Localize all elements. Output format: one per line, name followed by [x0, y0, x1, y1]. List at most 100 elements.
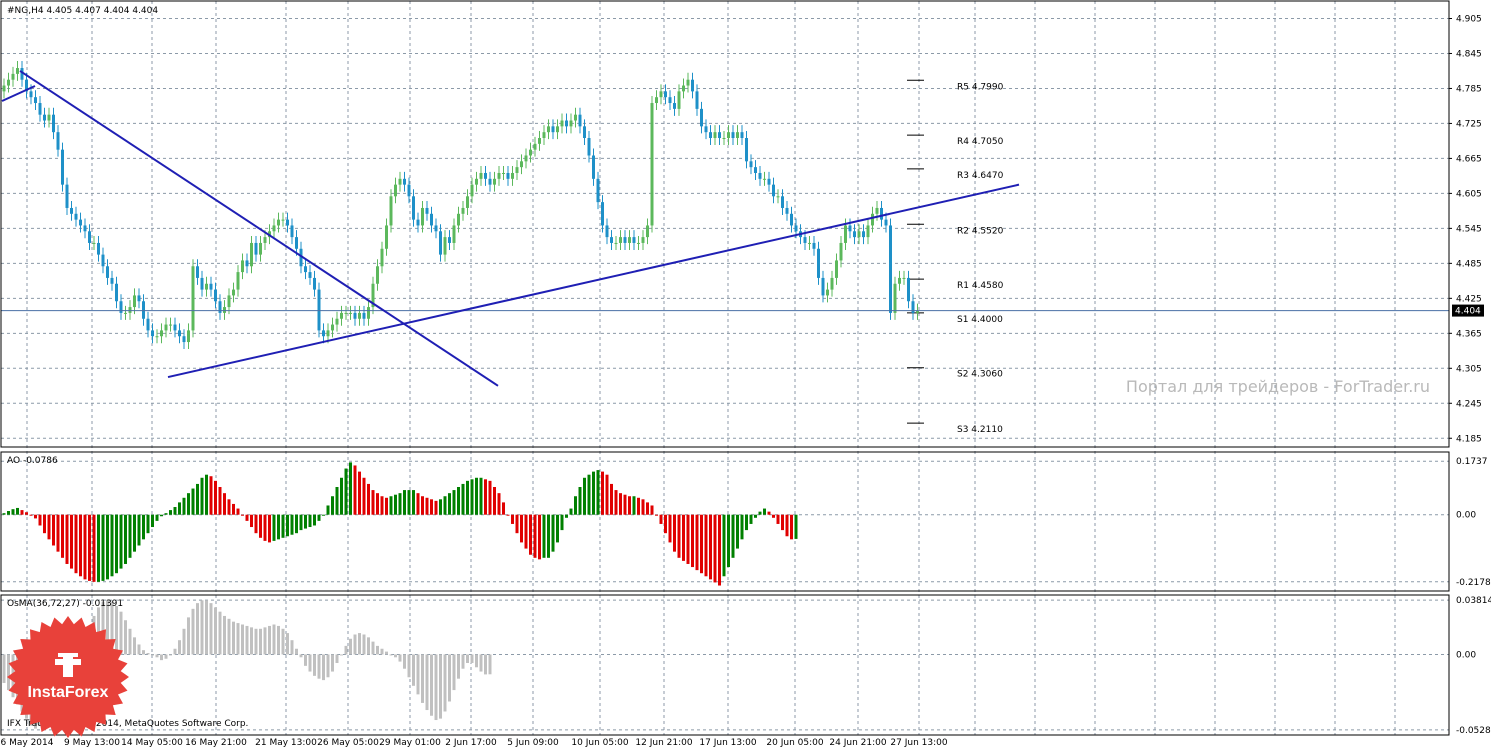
histogram-bar — [349, 462, 352, 515]
histogram-bar — [740, 514, 744, 540]
histogram-bar — [268, 625, 271, 655]
time-tick-label: 26 May 05:00 — [317, 738, 379, 748]
price-tick-label: 4.185 — [1456, 434, 1482, 444]
histogram-bar — [605, 474, 609, 515]
histogram-bar — [596, 470, 600, 515]
panel-frame — [0, 594, 1450, 736]
histogram-bar — [182, 497, 186, 515]
histogram-bar — [691, 514, 694, 568]
histogram-bar — [164, 513, 168, 515]
histogram-bar — [79, 514, 82, 577]
candle-body — [709, 132, 712, 139]
histogram-bar — [214, 480, 217, 515]
histogram-bar — [641, 499, 645, 515]
histogram-bar — [299, 654, 303, 658]
histogram-bar — [92, 514, 96, 582]
histogram-bar — [493, 487, 496, 515]
candle-body — [781, 196, 784, 208]
candle-body — [713, 132, 717, 139]
histogram-bar — [223, 615, 226, 655]
candle-body — [884, 219, 888, 226]
candle-body — [547, 126, 550, 133]
histogram-bar — [317, 654, 321, 679]
histogram-bar — [214, 607, 217, 655]
ao-histogram — [2, 462, 798, 586]
candle-body — [70, 207, 73, 214]
panel-frames — [0, 0, 1450, 736]
histogram-bar — [232, 503, 235, 515]
candle-body — [20, 68, 24, 80]
candle-body — [844, 225, 847, 243]
indicator-tick-label: 0.00 — [1456, 650, 1476, 660]
candle-body — [254, 242, 258, 255]
candle-body — [857, 231, 861, 238]
chart-title: #NG,H4 4.405 4.407 4.404 4.404 — [7, 6, 158, 16]
candle-body — [596, 178, 600, 203]
candle-body — [331, 324, 334, 331]
histogram-bar — [115, 514, 118, 574]
candle-body — [146, 318, 150, 331]
histogram-bar — [196, 483, 199, 515]
histogram-bar — [133, 637, 136, 655]
histogram-bar — [601, 471, 604, 515]
histogram-bar — [160, 654, 163, 661]
candle-body — [916, 310, 919, 313]
histogram-bar — [272, 624, 276, 655]
histogram-bar — [745, 514, 748, 531]
candle-body — [232, 289, 235, 296]
candle-body — [430, 213, 433, 226]
histogram-bar — [47, 514, 51, 540]
candle-body — [380, 248, 384, 267]
histogram-bar — [178, 502, 181, 515]
histogram-bar — [425, 654, 429, 711]
candle-body — [848, 225, 852, 232]
histogram-bar — [236, 623, 240, 655]
histogram-bar — [25, 512, 28, 515]
candle-body — [376, 266, 379, 284]
histogram-bar — [155, 514, 159, 521]
histogram-bar — [362, 477, 366, 515]
histogram-bar — [133, 514, 136, 552]
histogram-bar — [650, 505, 654, 515]
histogram-bar — [326, 505, 330, 515]
time-tick-label: 17 Jun 13:00 — [699, 738, 756, 748]
candle-body — [907, 277, 910, 302]
candle-body — [358, 312, 361, 319]
candle-body — [2, 85, 6, 92]
time-tick-label: 27 Jun 13:00 — [890, 738, 947, 748]
histogram-bar — [412, 490, 415, 515]
histogram-bar — [209, 476, 213, 515]
histogram-bar — [74, 514, 78, 574]
time-tick-label: 20 Jun 05:00 — [766, 738, 823, 748]
histogram-bar — [439, 654, 442, 719]
watermark-text: Портал для трейдеров - ForTrader.ru — [1126, 377, 1430, 396]
histogram-bar — [790, 514, 793, 540]
histogram-bar — [290, 514, 294, 535]
histogram-bar — [209, 603, 213, 655]
candle-body — [191, 266, 195, 331]
current-price-box — [1452, 304, 1484, 317]
candle-body — [29, 91, 33, 98]
histogram-bar — [115, 605, 118, 655]
candle-body — [223, 307, 226, 313]
histogram-bar — [178, 640, 181, 655]
histogram-bar — [344, 645, 348, 655]
candle-body — [200, 277, 204, 290]
candle-body — [506, 172, 510, 179]
candle-body — [592, 155, 595, 179]
histogram-bar — [263, 627, 267, 655]
candle-body — [83, 225, 87, 232]
histogram-bar — [7, 511, 10, 515]
indicator-tick-label: -0.05287 — [1456, 726, 1491, 736]
histogram-bar — [128, 628, 132, 655]
histogram-bar — [565, 514, 568, 518]
pivot-label: R1 4.4580 — [957, 281, 1004, 291]
histogram-bar — [232, 621, 235, 655]
histogram-bar — [362, 634, 366, 655]
histogram-bar — [218, 487, 222, 515]
current-price-label: 4.404 — [1455, 307, 1481, 317]
histogram-bar — [241, 514, 244, 516]
candle-body — [808, 242, 811, 244]
histogram-bar — [443, 496, 447, 515]
candle-body — [308, 272, 312, 278]
